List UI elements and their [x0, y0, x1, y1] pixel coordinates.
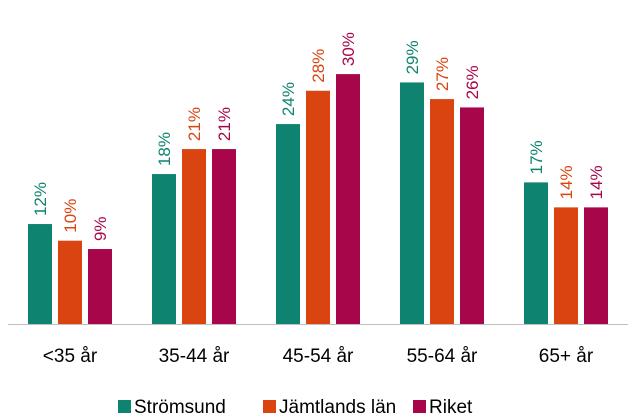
legend-swatch-j-mtlands-l-n	[263, 400, 276, 413]
data-label-str-msund-5: 17%	[527, 140, 546, 174]
bar-str-msund-3	[276, 124, 300, 324]
x-tick-label-4: 55-64 år	[407, 346, 478, 367]
legend-swatch-str-msund	[118, 400, 131, 413]
data-label-str-msund-1: 12%	[31, 182, 50, 216]
data-label-j-mtlands-l-n-2: 21%	[185, 107, 204, 141]
bar-str-msund-5	[524, 182, 548, 324]
x-tick-label-2: 35-44 år	[159, 346, 230, 367]
legend-label-j-mtlands-l-n: Jämtlands län	[279, 397, 396, 417]
x-tick-label-1: <35 år	[43, 346, 98, 367]
legend-swatch-riket	[413, 400, 426, 413]
bars-layer	[28, 74, 608, 325]
data-label-j-mtlands-l-n-4: 27%	[433, 57, 452, 91]
bar-j-mtlands-l-n-3	[306, 90, 330, 324]
bar-riket-1	[88, 249, 112, 324]
data-label-j-mtlands-l-n-5: 14%	[557, 165, 576, 199]
x-tick-label-3: 45-54 år	[283, 346, 354, 367]
legend-label-str-msund: Strömsund	[134, 397, 226, 417]
bar-j-mtlands-l-n-1	[58, 240, 82, 324]
data-label-riket-3: 30%	[339, 32, 358, 66]
bar-str-msund-4	[400, 82, 424, 325]
bar-riket-5	[584, 207, 608, 324]
bar-riket-2	[212, 149, 236, 324]
bar-riket-4	[460, 107, 484, 324]
data-labels-layer: 12% 10% 9% 18% 21% 21% 24% 28% 30% 29% 27% 26% 17% 14…	[31, 32, 606, 241]
legend: Strömsund Jämtlands län Riket	[118, 397, 473, 417]
bar-j-mtlands-l-n-4	[430, 99, 454, 324]
legend-label-riket: Riket	[429, 397, 473, 417]
bar-riket-3	[336, 74, 360, 324]
x-tick-label-5: 65+ år	[539, 346, 594, 367]
data-label-str-msund-3: 24%	[279, 82, 298, 116]
bar-str-msund-1	[28, 224, 52, 324]
data-label-j-mtlands-l-n-1: 10%	[61, 199, 80, 233]
data-label-riket-1: 9%	[91, 216, 110, 241]
bar-str-msund-2	[152, 174, 176, 324]
data-label-riket-4: 26%	[463, 65, 482, 99]
data-label-riket-2: 21%	[215, 107, 234, 141]
bar-j-mtlands-l-n-5	[554, 207, 578, 324]
x-tick-labels: <35 år 35-44 år 45-54 år 55-64 år 65+ år	[43, 346, 594, 367]
data-label-str-msund-4: 29%	[403, 40, 422, 74]
data-label-str-msund-2: 18%	[155, 132, 174, 166]
data-label-j-mtlands-l-n-3: 28%	[309, 49, 328, 83]
data-label-riket-5: 14%	[587, 165, 606, 199]
bar-j-mtlands-l-n-2	[182, 149, 206, 324]
